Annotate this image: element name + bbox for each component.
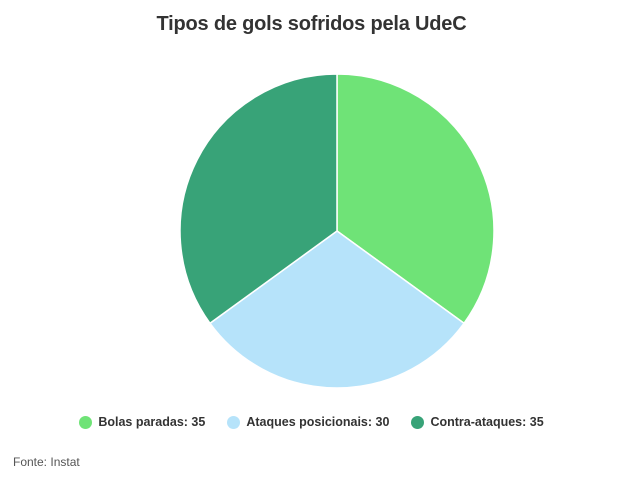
legend-item-contra-ataques[interactable]: Contra-ataques: 35 [411,415,544,429]
legend-item-bolas-paradas[interactable]: Bolas paradas: 35 [79,415,205,429]
source-note: Fonte: Instat [13,455,80,469]
chart-title: Tipos de gols sofridos pela UdeC [156,13,467,35]
pie-slices [179,73,495,389]
pie-slice-ataques-posicionais[interactable] [208,230,466,389]
pie-slice-bolas-paradas[interactable] [336,73,495,325]
legend-label-contra-ataques: Contra-ataques: 35 [430,415,544,429]
legend: Bolas paradas: 35 Ataques posicionais: 3… [0,415,623,429]
legend-label-bolas-paradas: Bolas paradas: 35 [98,415,206,429]
legend-label-ataques-posicionais: Ataques posicionais: 30 [246,415,390,429]
legend-item-ataques-posicionais[interactable]: Ataques posicionais: 30 [227,415,389,429]
legend-swatch-contra-ataques [411,415,425,429]
legend-swatch-bolas-paradas [79,415,93,429]
pie-slice-contra-ataques[interactable] [179,73,338,325]
legend-swatch-ataques-posicionais [227,415,241,429]
